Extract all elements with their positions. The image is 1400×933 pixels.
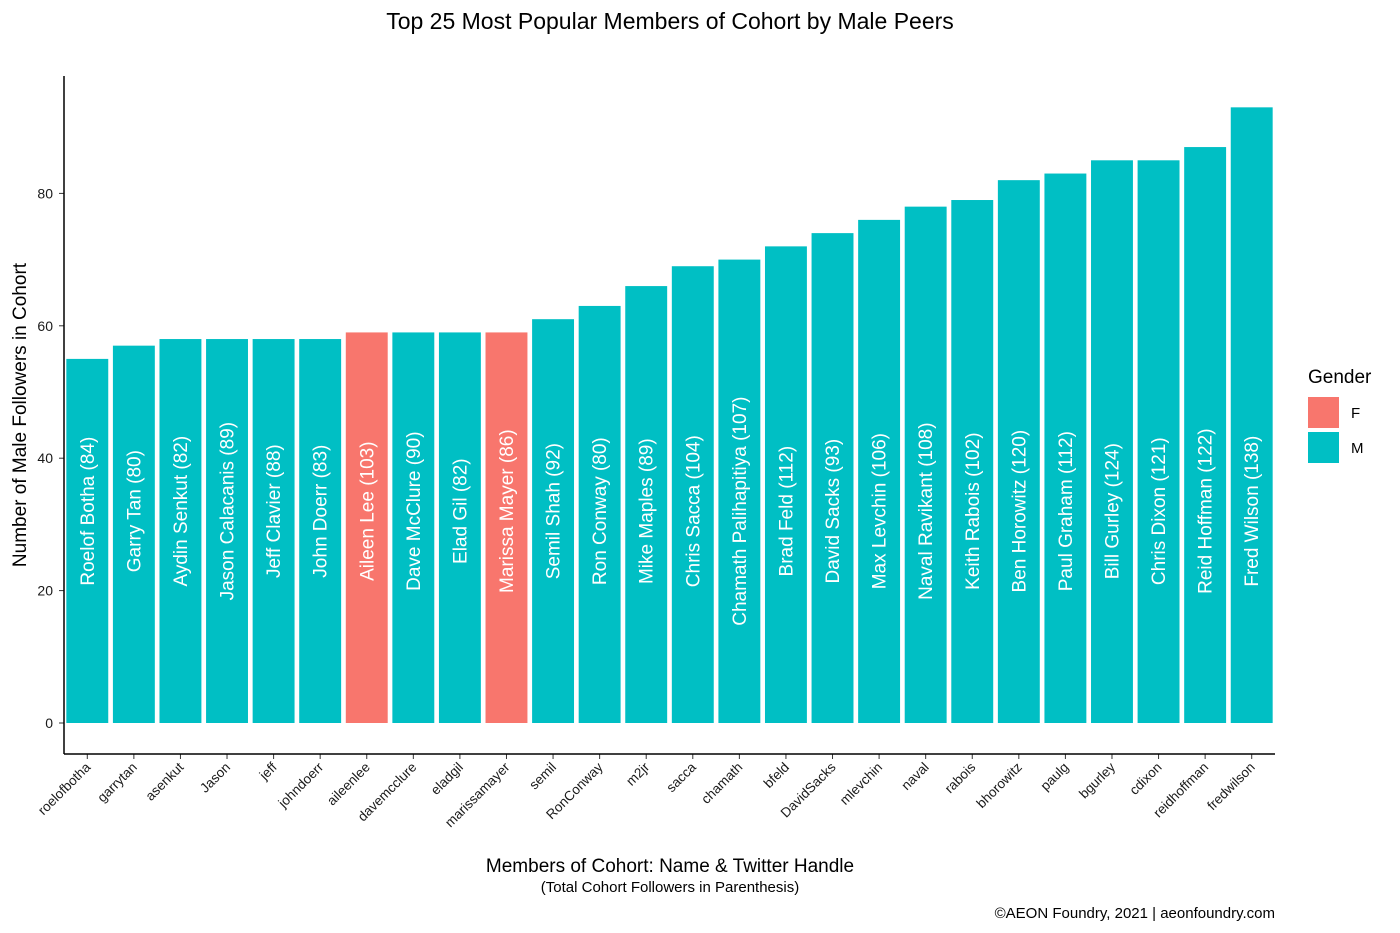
bar-garrytan [112, 345, 155, 723]
x-tick-label-eladgil: eladgil [428, 760, 466, 798]
bar-reidhoffman [1184, 147, 1227, 723]
bar-label-johndoerr: John Doerr (83) [311, 445, 332, 578]
bar-label-asenkut: Aydin Senkut (82) [171, 436, 192, 587]
bar-bhorowitz [997, 180, 1040, 723]
bar-label-bgurley: Bill Gurley (124) [1102, 443, 1123, 579]
bar-label-reidhoffman: Reid Hoffman (122) [1196, 428, 1217, 593]
bar-eladgil [438, 332, 481, 723]
y-tick-label: 20 [37, 583, 53, 599]
x-axis-sublabel: (Total Cohort Followers in Parenthesis) [541, 879, 799, 896]
x-tick-label-Jason: Jason [197, 760, 233, 796]
bar-marissamayer [485, 332, 528, 723]
y-tick-label: 40 [37, 450, 53, 466]
bar-label-DavidSacks: David Sacks (93) [823, 439, 844, 584]
caption: ©AEON Foundry, 2021 | aeonfoundry.com [995, 905, 1275, 922]
x-tick-label-asenkut: asenkut [143, 759, 187, 803]
bar-asenkut [159, 339, 202, 723]
legend-swatch-f [1308, 397, 1339, 428]
bar-paulg [1044, 173, 1087, 724]
bar-label-chamath: Chamath Palihapitiya (107) [730, 397, 751, 626]
bar-label-bhorowitz: Ben Horowitz (120) [1009, 430, 1030, 593]
x-tick-label-bgurley: bgurley [1076, 759, 1118, 801]
bar-label-semil: Semil Shah (92) [544, 443, 565, 579]
x-tick-label-naval: naval [898, 760, 931, 793]
x-tick-label-m2jr: m2jr [623, 759, 653, 789]
bar-label-davemcclure: Dave McClure (90) [404, 431, 425, 590]
bar-chamath [718, 259, 761, 723]
x-tick-label-semil: semil [526, 760, 559, 793]
bar-Jason [206, 339, 248, 723]
bar-label-fredwilson: Fred Wilson (138) [1242, 436, 1263, 587]
bar-label-roelofbotha: Roelof Botha (84) [78, 437, 99, 586]
bar-aileenlee [345, 332, 388, 723]
bar-label-jeff: Jeff Clavier (88) [264, 444, 285, 578]
bar-label-naval: Naval Ravikant (108) [916, 422, 937, 599]
x-tick-label-rabois: rabois [942, 759, 979, 796]
legend-swatch-m [1308, 432, 1339, 463]
bar-label-rabois: Keith Rabois (102) [963, 432, 984, 589]
bar-label-RonConway: Ron Conway (80) [590, 437, 611, 585]
y-tick-label: 0 [45, 715, 53, 731]
chart-title: Top 25 Most Popular Members of Cohort by… [386, 8, 954, 34]
bar-label-marissamayer: Marissa Mayer (86) [497, 429, 518, 593]
x-tick-label-garrytan: garrytan [94, 760, 140, 806]
bar-label-mlevchin: Max Levchin (106) [870, 433, 891, 589]
bar-label-cdixon: Chris Dixon (121) [1149, 437, 1170, 585]
bar-m2jr [625, 286, 668, 723]
bar-davemcclure [392, 332, 435, 723]
x-tick-label-chamath: chamath [698, 760, 745, 807]
x-tick-label-mlevchin: mlevchin [837, 760, 885, 808]
bar-rabois [951, 200, 994, 723]
bar-mlevchin [858, 219, 901, 723]
bar-sacca [671, 266, 714, 723]
bar-johndoerr [299, 339, 342, 723]
bar-label-bfeld: Brad Feld (112) [776, 446, 797, 577]
bar-cdixon [1137, 160, 1180, 724]
legend-label-f: F [1351, 405, 1360, 422]
bar-label-m2jr: Mike Maples (89) [637, 438, 658, 584]
bar-bgurley [1091, 160, 1133, 724]
bar-DavidSacks [811, 233, 854, 723]
x-tick-label-jeff: jeff [256, 759, 280, 783]
bar-label-eladgil: Elad Gil (82) [450, 458, 471, 564]
y-tick-label: 80 [37, 185, 53, 201]
x-tick-label-bhorowitz: bhorowitz [973, 759, 1025, 811]
bar-label-garrytan: Garry Tan (80) [124, 450, 145, 572]
x-tick-label-cdixon: cdixon [1126, 760, 1164, 798]
bar-label-sacca: Chris Sacca (104) [683, 435, 704, 587]
bar-bfeld [764, 246, 807, 724]
x-tick-label-aileenlee: aileenlee [324, 760, 373, 809]
x-tick-label-sacca: sacca [663, 759, 699, 795]
legend: Gender F M [1308, 367, 1372, 463]
y-tick-label: 60 [37, 318, 53, 334]
x-axis-label: Members of Cohort: Name & Twitter Handle [486, 856, 854, 877]
bar-jeff [252, 339, 295, 723]
bar-naval [904, 206, 947, 723]
bars-group: Roelof Botha (84) Garry Tan (80) Aydin Sen… [66, 107, 1273, 724]
x-tick-label-fredwilson: fredwilson [1204, 760, 1258, 814]
x-tick-label-bfeld: bfeld [761, 760, 792, 791]
x-tick-label-johndoerr: johndoerr [275, 759, 327, 811]
legend-label-m: M [1351, 440, 1364, 457]
bar-label-paulg: Paul Graham (112) [1056, 431, 1077, 591]
legend-title: Gender [1308, 367, 1372, 388]
bar-RonConway [578, 305, 621, 723]
bar-label-aileenlee: Aileen Lee (103) [357, 441, 378, 580]
bar-label-Jason: Jason Calacanis (89) [218, 422, 239, 600]
bar-roelofbotha [66, 358, 109, 723]
bar-fredwilson [1230, 107, 1273, 724]
y-axis-label: Number of Male Followers in Cohort [10, 262, 31, 567]
bar-semil [532, 319, 575, 723]
x-tick-label-roelofbotha: roelofbotha [35, 759, 94, 818]
x-tick-label-paulg: paulg [1038, 760, 1072, 794]
